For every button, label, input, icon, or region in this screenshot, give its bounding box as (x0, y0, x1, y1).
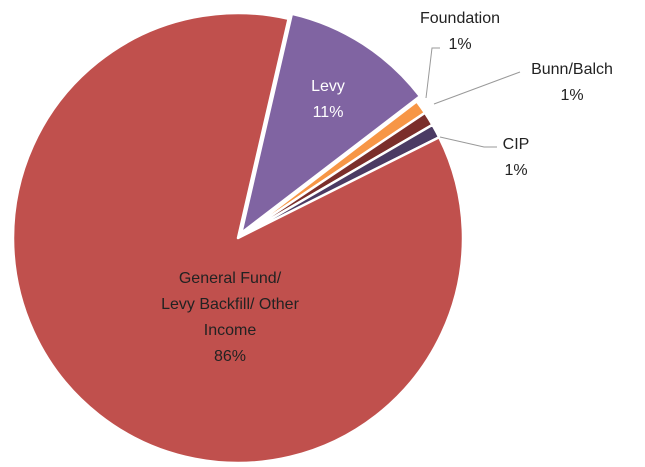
leader-line (425, 47, 440, 99)
pie-slice (11, 11, 465, 465)
value-label: 1% (448, 36, 472, 53)
data-label: Foundation 1% (400, 6, 520, 58)
pie-slice (240, 12, 422, 235)
value-label: 1% (504, 162, 528, 179)
leader-line (433, 71, 521, 105)
leader-line (439, 136, 497, 148)
value-label: 86% (213, 348, 247, 365)
category-label: Foundation (419, 10, 501, 27)
value-label: 11% (312, 104, 344, 121)
data-label: General Fund/ Levy Backfill/ Other Incom… (160, 266, 300, 370)
category-label: Levy (311, 78, 345, 95)
category-label: Bunn/Balch (531, 61, 613, 78)
data-label: CIP 1% (476, 132, 556, 184)
value-label: 1% (560, 87, 584, 104)
data-label: Bunn/Balch 1% (512, 57, 632, 109)
data-label: Levy 11% (288, 74, 368, 126)
category-label: CIP (502, 136, 530, 153)
category-label: General Fund/ Levy Backfill/ Other Incom… (161, 270, 299, 339)
